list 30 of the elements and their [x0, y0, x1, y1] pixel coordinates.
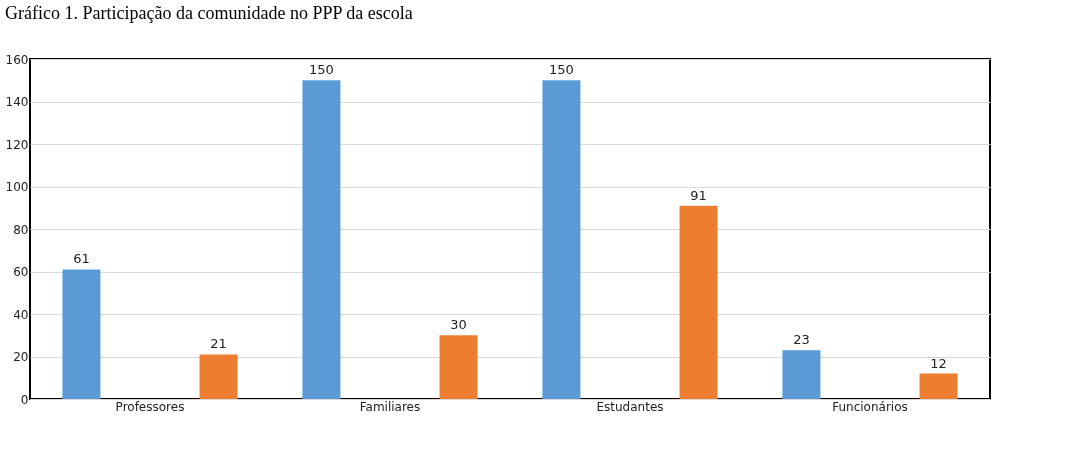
y-tick-label: 40: [13, 307, 29, 322]
data-label: 150: [549, 62, 574, 78]
y-tick-label: 0: [20, 392, 29, 407]
data-label: 150: [309, 62, 334, 78]
bar: [199, 354, 238, 399]
data-label: 91: [690, 187, 707, 203]
y-tick-label: 140: [5, 95, 29, 109]
x-tick-label: Professores: [115, 399, 185, 414]
chart-title: Gráfico 1. Participação da comunidade no PPP da escola: [5, 3, 413, 23]
y-tick-label: 80: [13, 222, 29, 237]
bar: [782, 350, 821, 399]
bar: [62, 269, 101, 399]
x-tick-label: Familiares: [359, 399, 421, 414]
data-label: 61: [73, 251, 90, 267]
data-label: 23: [793, 332, 810, 348]
x-tick-label: Funcionários: [832, 399, 908, 414]
y-tick-label: 160: [5, 52, 29, 67]
data-label: 21: [210, 336, 227, 352]
bar: [919, 373, 958, 399]
x-tick-label: Estudantes: [596, 399, 664, 414]
bar: [302, 80, 341, 399]
bar: [439, 335, 478, 399]
data-label: 30: [450, 317, 467, 333]
y-tick-label: 20: [13, 350, 29, 364]
bar: [542, 80, 581, 399]
y-tick-label: 60: [13, 265, 29, 279]
data-label: 12: [930, 355, 947, 371]
y-tick-label: 100: [5, 180, 29, 194]
bar: [679, 205, 718, 399]
y-tick-label: 120: [5, 137, 29, 152]
